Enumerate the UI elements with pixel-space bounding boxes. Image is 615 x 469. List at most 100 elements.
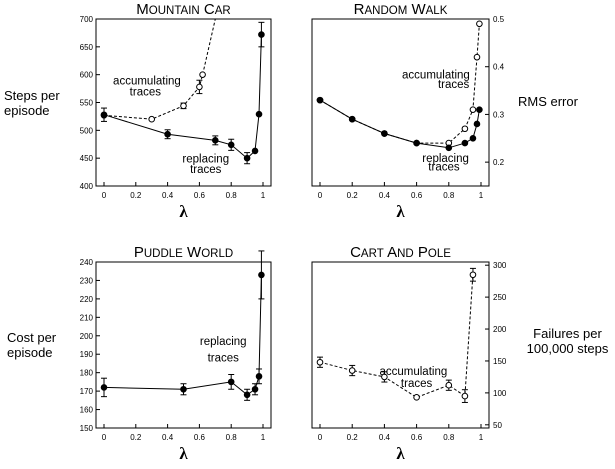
title-letters: OLE xyxy=(428,248,451,260)
data-point-accumulating xyxy=(469,271,477,279)
data-point-replacing xyxy=(243,154,251,162)
x-axis-label: λ xyxy=(179,202,188,221)
data-point-replacing xyxy=(251,147,259,155)
chart-mc: 0 0.2 0.4 0.6 0.8 1 400 450 500 550 600 650 700 λ accu… xyxy=(80,15,272,221)
data-point-accumulating xyxy=(316,358,324,366)
ylabel-line: episode xyxy=(7,345,53,360)
data-point-accumulating xyxy=(445,381,453,389)
data-point-replacing xyxy=(255,373,263,380)
ylabel-line: episode xyxy=(4,103,50,118)
y-tick-label: 600 xyxy=(80,71,94,80)
y-tick-label: 200 xyxy=(493,325,507,334)
data-point-accumulating xyxy=(469,106,477,113)
data-point-accumulating xyxy=(199,71,206,78)
data-point-replacing xyxy=(413,139,420,147)
ylabel-line: Steps per xyxy=(4,88,60,103)
annotation-label: replacing xyxy=(200,336,247,348)
data-point-replacing xyxy=(461,139,469,147)
data-point-replacing xyxy=(469,134,477,142)
data-point-replacing xyxy=(381,130,388,137)
annotation-label: traces xyxy=(401,378,433,390)
y-tick-label: 100 xyxy=(493,389,507,398)
title-letters: ND xyxy=(397,248,414,260)
y-tick-label: 450 xyxy=(80,154,94,163)
ylabel-cart-pole: Failures per 100,000 steps xyxy=(520,326,615,356)
data-point-accumulating xyxy=(413,394,420,401)
chart-title: PUDDLE WORLD xyxy=(134,244,233,261)
title-letter: P xyxy=(418,244,428,261)
x-tick-label: 0 xyxy=(102,433,107,442)
annotation-label: replacing xyxy=(422,153,469,165)
x-tick-label: 1 xyxy=(479,191,484,200)
y-tick-label: 0.2 xyxy=(493,158,505,167)
chart-title: RANDOM WALK xyxy=(354,1,448,18)
data-point-replacing xyxy=(473,120,481,128)
chart-pw: 0 0.2 0.4 0.6 0.8 1 150 160 170 180 190 200 210 220 23… xyxy=(80,250,272,463)
x-tick-label: 0.6 xyxy=(411,191,423,200)
ylabel-line: RMS error xyxy=(518,94,578,109)
x-tick-label: 1 xyxy=(261,191,266,200)
x-tick-label: 0.8 xyxy=(443,191,455,200)
annotation-label: replacing xyxy=(182,154,229,166)
data-point-replacing xyxy=(316,96,324,104)
y-tick-label: 550 xyxy=(80,99,94,108)
ylabel-line: Cost per xyxy=(7,330,57,345)
series-line-replacing xyxy=(319,99,480,149)
ylabel-mountain-car: Steps per episode xyxy=(4,88,74,118)
y-tick-label: 0.5 xyxy=(493,15,505,24)
chart-title: CART AND POLE xyxy=(350,244,451,261)
data-point-accumulating xyxy=(473,53,481,61)
y-tick-label: 220 xyxy=(80,295,94,304)
y-tick-label: 170 xyxy=(80,387,94,396)
x-tick-label: 0.6 xyxy=(194,191,206,200)
chart-rw: 0 0.2 0.4 0.6 0.8 10.20.30.40.5λaccumulatingt… xyxy=(311,15,505,221)
data-point-replacing xyxy=(255,110,263,118)
annotation-label: accumulating xyxy=(402,70,470,82)
x-tick-label: 0.6 xyxy=(194,433,206,442)
data-point-replacing xyxy=(227,378,235,386)
x-tick-label: 0 xyxy=(102,191,107,200)
y-tick-label: 650 xyxy=(80,43,94,52)
annotation-label: traces xyxy=(130,86,162,98)
data-point-replacing xyxy=(476,106,483,113)
title-letter: W xyxy=(411,1,426,18)
data-point-accumulating xyxy=(476,20,483,28)
x-tick-label: 0.2 xyxy=(347,191,359,200)
data-point-accumulating xyxy=(461,392,469,400)
title-letter: A xyxy=(387,244,397,261)
x-tick-label: 0.4 xyxy=(379,433,391,442)
x-tick-label: 0.8 xyxy=(226,433,238,442)
ylabel-puddle-world: Cost per episode xyxy=(7,330,77,360)
y-tick-label: 200 xyxy=(80,332,94,341)
data-point-accumulating xyxy=(148,115,155,123)
y-tick-label: 400 xyxy=(80,182,94,191)
data-point-replacing xyxy=(243,391,251,399)
x-tick-label: 0.6 xyxy=(411,433,423,442)
x-tick-label: 0.2 xyxy=(347,433,359,442)
title-letters: ALK xyxy=(426,5,448,17)
x-tick-label: 1 xyxy=(479,433,484,442)
x-tick-label: 0.2 xyxy=(130,433,142,442)
x-tick-label: 0.8 xyxy=(226,191,238,200)
x-tick-label: 0 xyxy=(318,433,323,442)
title-letters: ART xyxy=(361,248,384,260)
data-point-accumulating xyxy=(461,125,469,133)
chart-cp: 0 0.2 0.4 0.6 0.8 150100150200250300λaccumula… xyxy=(311,261,507,463)
title-letters: UDDLE xyxy=(144,248,183,260)
y-tick-label: 160 xyxy=(80,406,94,415)
x-tick-label: 0.4 xyxy=(162,191,174,200)
title-letter: M xyxy=(136,1,149,18)
series-line-accumulating xyxy=(319,274,474,398)
data-point-accumulating xyxy=(381,373,388,381)
y-tick-label: 240 xyxy=(80,258,94,267)
data-point-replacing xyxy=(227,141,235,149)
annotation-label: traces xyxy=(208,353,240,365)
y-tick-label: 300 xyxy=(493,261,507,270)
y-tick-label: 210 xyxy=(80,313,94,322)
x-tick-label: 0.4 xyxy=(162,433,174,442)
data-point-replacing xyxy=(258,271,265,279)
annotation-label: traces xyxy=(438,79,470,91)
data-point-accumulating xyxy=(348,367,356,374)
title-letter: C xyxy=(204,1,215,18)
x-tick-label: 1 xyxy=(261,433,266,442)
